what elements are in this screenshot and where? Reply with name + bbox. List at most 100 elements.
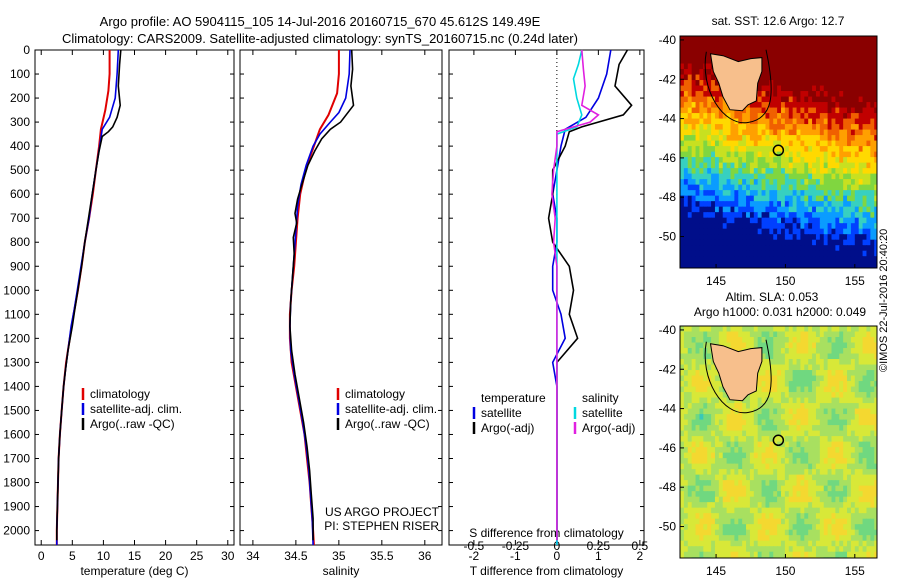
map-cell [703,157,708,164]
map-cell [749,441,755,448]
map-cell [711,47,716,54]
map-cell [703,507,708,514]
map-cell [804,425,809,432]
map-cell [870,381,875,388]
map-cell [722,146,728,153]
map-cell [812,381,817,388]
map-cell [843,135,848,142]
map-cell [711,430,716,437]
map-cell [734,36,739,43]
map-cell [695,441,701,448]
map-cell [777,91,782,98]
map-cell [683,102,689,109]
map-cell [835,502,840,509]
map-cell [835,524,840,531]
map-cell [804,250,809,257]
map-cell [827,463,833,470]
map-cell [835,201,840,208]
diff-series-salinity-satellite [556,49,583,545]
map-cell [773,485,778,492]
map-cell [680,436,685,443]
map-cell [831,129,836,136]
map-cell [835,359,840,366]
map-cell [722,41,728,48]
map-cell [808,447,813,454]
sal-axes-box [239,49,443,546]
map-cell [730,162,735,169]
map-cell [742,190,747,197]
map-cell [699,261,704,268]
map-cell [680,206,685,213]
map-cell [804,239,809,246]
map-cell [711,507,716,514]
map-cell [800,234,805,241]
map-cell [858,436,864,443]
map-cell [746,124,751,131]
map-cell [827,212,833,219]
map-cell [792,474,798,481]
map-cell [847,425,852,432]
map-cell [683,168,689,175]
map-cell [784,447,790,454]
map-cell [850,496,856,503]
map-cell [866,190,871,197]
map-cell [823,217,829,224]
map-cell [769,551,774,558]
map-cell [823,419,829,426]
map-cell [765,206,770,213]
map-cell [769,436,774,443]
map-cell [831,63,836,70]
map-cell [707,474,712,481]
map-cell [804,381,809,388]
map-cell [835,256,840,263]
map-cell [866,441,871,448]
map-cell [874,331,877,338]
map-cell [808,359,813,366]
map-cell [800,140,805,147]
map-cell [683,250,689,257]
map-cell [761,419,767,426]
map-cell [819,52,825,59]
map-cell [687,551,693,558]
map-cell [808,151,813,158]
map-cell [707,124,712,131]
map-cell [808,381,813,388]
map-cell [804,436,809,443]
map-cell [847,447,852,454]
map-cell [796,107,802,114]
map-cell [823,63,829,70]
map-cell [726,337,732,344]
map-cell [699,250,704,257]
map-cell [854,52,860,59]
map-cell [742,540,747,547]
map-cell [695,403,701,410]
map-cell [683,91,689,98]
map-cell [870,223,875,230]
map-cell [738,452,743,459]
map-cell [819,381,825,388]
map-cell [850,245,856,252]
map-cell [738,491,743,498]
map-cell [687,261,693,268]
map-cell [843,370,848,377]
sla_map-ytick-label: -48 [659,480,677,494]
map-cell [854,157,860,164]
map-cell [683,41,689,48]
map-cell [781,195,786,202]
map-cell [796,102,802,109]
map-cell [726,52,732,59]
map-cell [788,502,794,509]
map-cell [691,507,697,514]
map-cell [784,162,790,169]
map-cell [823,364,829,371]
map-cell [804,74,809,81]
map-cell [870,353,875,360]
map-cell [683,392,689,399]
map-cell [788,540,794,547]
map-cell [695,85,701,92]
map-cell [866,480,871,487]
map-cell [874,129,877,136]
map-cell [792,58,798,65]
map-cell [874,458,877,465]
map-cell [749,452,755,459]
